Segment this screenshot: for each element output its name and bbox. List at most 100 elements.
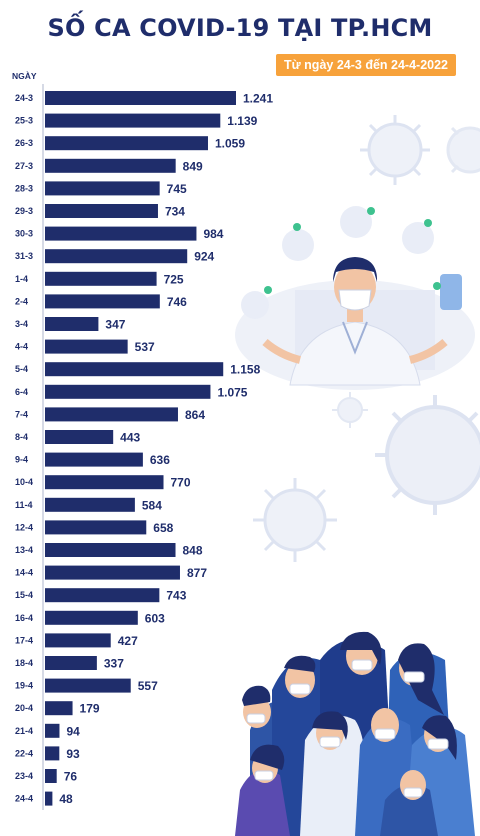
tick-label: 19-4 [15, 681, 33, 691]
bar [45, 723, 60, 738]
data-label: 743 [166, 589, 186, 603]
tick-label: 11-4 [15, 500, 33, 510]
tick-label: 6-4 [15, 387, 28, 397]
tick-label: 22-4 [15, 748, 33, 758]
data-label: 849 [183, 159, 203, 173]
data-label: 603 [145, 611, 165, 625]
bar [45, 701, 73, 716]
bar [45, 136, 208, 151]
data-label: 1.059 [215, 137, 245, 151]
tick-label: 16-4 [15, 613, 33, 623]
tick-label: 8-4 [15, 432, 28, 442]
bar [45, 271, 157, 286]
tick-label: 13-4 [15, 545, 33, 555]
bar [45, 746, 60, 761]
tick-label: 26-3 [15, 138, 33, 148]
virus-icon [446, 126, 480, 174]
virus-icon [360, 115, 430, 185]
doctor-illustration [235, 206, 475, 390]
tick-label: 25-3 [15, 116, 33, 126]
crowd-illustration [235, 631, 475, 836]
bar [45, 317, 99, 331]
data-label: 848 [183, 544, 203, 558]
bar [45, 430, 114, 444]
tick-label: 12-4 [15, 522, 33, 532]
bar [45, 362, 224, 377]
bar [45, 475, 164, 490]
tick-label: 23-4 [15, 771, 33, 781]
tick-label: 15-4 [15, 590, 33, 600]
data-label: 337 [104, 657, 124, 671]
data-label: 1.075 [217, 385, 247, 399]
data-label: 770 [171, 476, 191, 490]
data-label: 48 [59, 792, 73, 806]
data-label: 94 [66, 724, 80, 738]
bar [45, 678, 131, 693]
data-label: 877 [187, 566, 207, 580]
tick-label: 3-4 [15, 319, 28, 329]
data-label: 636 [150, 453, 170, 467]
bar [45, 384, 211, 399]
data-label: 984 [203, 227, 223, 241]
data-label: 746 [167, 295, 187, 309]
data-label: 745 [167, 182, 187, 196]
tick-label: 9-4 [15, 455, 28, 465]
data-label: 347 [105, 318, 125, 332]
data-label: 93 [66, 747, 80, 761]
data-label: 557 [138, 679, 158, 693]
data-label: 584 [142, 498, 162, 512]
data-label: 179 [80, 702, 100, 716]
tick-label: 2-4 [15, 296, 28, 306]
tick-label: 30-3 [15, 229, 33, 239]
tick-label: 31-3 [15, 251, 33, 261]
tick-label: 10-4 [15, 477, 33, 487]
bar [45, 339, 128, 354]
data-label: 427 [118, 634, 138, 648]
tick-label: 27-3 [15, 161, 33, 171]
data-label: 76 [64, 770, 78, 784]
data-label: 734 [165, 205, 185, 219]
tick-label: 24-3 [15, 93, 33, 103]
data-label: 725 [164, 272, 184, 286]
bar [45, 497, 135, 512]
bar [45, 769, 57, 783]
data-label: 443 [120, 431, 140, 445]
bar [45, 113, 221, 128]
data-label: 537 [135, 340, 155, 354]
data-label: 1.139 [227, 114, 257, 128]
bar [45, 656, 97, 670]
data-label: 924 [194, 250, 214, 264]
tick-label: 5-4 [15, 364, 28, 374]
date-range-badge: Từ ngày 24-3 đến 24-4-2022 [276, 54, 456, 76]
bar [45, 543, 176, 557]
data-label: 1.241 [243, 92, 273, 106]
tick-label: 24-4 [15, 794, 33, 804]
tick-label: 21-4 [15, 726, 33, 736]
bar [45, 91, 236, 105]
bar [45, 294, 160, 309]
virus-icon [253, 478, 337, 562]
data-label: 658 [153, 521, 173, 535]
data-label: 1.158 [230, 363, 260, 377]
bar [45, 181, 160, 196]
tick-label: 28-3 [15, 183, 33, 193]
virus-icon [332, 392, 368, 428]
tick-label: 1-4 [15, 274, 28, 284]
bar [45, 633, 111, 648]
bar [45, 452, 143, 467]
y-axis-label: NGÀY [12, 71, 37, 81]
tick-label: 4-4 [15, 342, 28, 352]
bar [45, 226, 197, 241]
tick-label: 18-4 [15, 658, 33, 668]
tick-label: 29-3 [15, 206, 33, 216]
bar [45, 158, 176, 173]
page-title: SỐ CA COVID-19 TẠI TP.HCM [47, 14, 433, 42]
bar [45, 565, 180, 580]
bar [45, 588, 160, 603]
tick-label: 17-4 [15, 635, 33, 645]
bar [45, 407, 178, 422]
bar [45, 610, 138, 625]
tick-label: 7-4 [15, 409, 28, 419]
